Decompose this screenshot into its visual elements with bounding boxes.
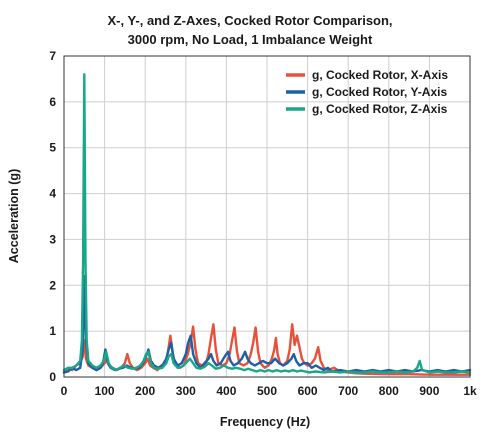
x-tick-label: 600 xyxy=(298,384,318,398)
y-tick-label: 0 xyxy=(49,370,56,384)
x-tick-label: 200 xyxy=(135,384,155,398)
y-axis-label: Acceleration (g) xyxy=(7,169,21,263)
x-tick-label: 900 xyxy=(419,384,439,398)
chart-title-line-1: X-, Y-, and Z-Axes, Cocked Rotor Compari… xyxy=(107,13,392,28)
x-axis-label: Frequency (Hz) xyxy=(220,415,310,429)
y-tick-label: 4 xyxy=(49,187,56,201)
legend: g, Cocked Rotor, X-Axis g, Cocked Rotor, … xyxy=(286,68,448,116)
chart-title-line-2: 3000 rpm, No Load, 1 Imbalance Weight xyxy=(128,32,373,47)
legend-label-x-axis: g, Cocked Rotor, X-Axis xyxy=(312,68,448,82)
x-tick-label: 800 xyxy=(379,384,399,398)
y-axis-label-text: Acceleration (g) xyxy=(7,169,21,263)
x-tick-label: 0 xyxy=(61,384,68,398)
series-line-z-axis xyxy=(62,73,472,374)
x-tick-label: 500 xyxy=(257,384,277,398)
axis-ticks: 0 100 200 300 400 500 600 700 800 900 1k 0 1 2 3 4 5 6 7 xyxy=(49,49,477,398)
y-tick-label: 1 xyxy=(49,324,56,338)
x-tick-label: 100 xyxy=(95,384,115,398)
series-group xyxy=(62,73,472,376)
plot-frame xyxy=(63,55,471,378)
legend-label-z-axis: g, Cocked Rotor, Z-Axis xyxy=(312,102,448,116)
y-tick-label: 3 xyxy=(49,232,56,246)
y-tick-label: 7 xyxy=(49,49,56,63)
y-tick-label: 5 xyxy=(49,141,56,155)
gridlines xyxy=(64,56,470,377)
y-tick-label: 6 xyxy=(49,95,56,109)
y-tick-label: 2 xyxy=(49,278,56,292)
x-tick-label: 1k xyxy=(463,384,477,398)
x-tick-label: 700 xyxy=(338,384,358,398)
x-tick-label: 400 xyxy=(216,384,236,398)
x-tick-label: 300 xyxy=(176,384,196,398)
legend-label-y-axis: g, Cocked Rotor, Y-Axis xyxy=(312,85,447,99)
